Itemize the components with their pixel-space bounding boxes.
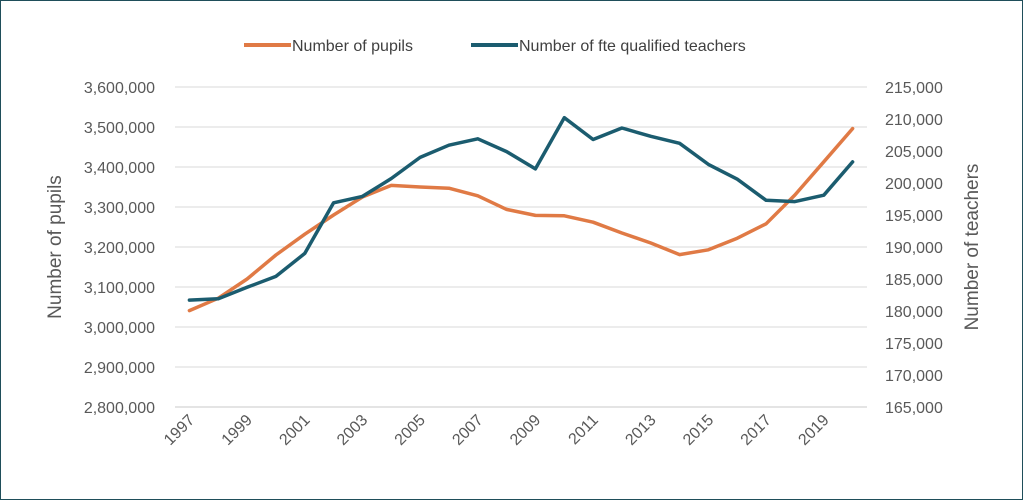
right-tick-label: 185,000 <box>885 272 943 289</box>
legend-label-teachers: Number of fte qualified teachers <box>519 38 746 55</box>
left-tick-label: 3,400,000 <box>84 160 155 177</box>
series-line-teachers <box>187 115 855 302</box>
right-tick-label: 210,000 <box>885 112 943 129</box>
x-tick-label: 2007 <box>449 412 486 449</box>
left-tick-label: 3,600,000 <box>84 80 155 97</box>
series-lines <box>187 115 855 313</box>
left-tick-label: 3,100,000 <box>84 280 155 297</box>
right-tick-label: 180,000 <box>885 304 943 321</box>
right-axis-ticks: 165,000 170,000 175,000 180,000 185,000 190,0… <box>885 80 943 417</box>
legend-label-pupils: Number of pupils <box>292 38 413 55</box>
x-tick-label: 2019 <box>795 412 832 449</box>
right-axis-title: Number of teachers <box>962 164 983 331</box>
x-axis-ticks: 1997 1999 2001 2003 2005 2007 2009 2011 2013 2015… <box>161 412 833 449</box>
legend: Number of pupils Number of fte qualified… <box>244 38 746 55</box>
left-tick-label: 2,900,000 <box>84 360 155 377</box>
right-tick-label: 205,000 <box>885 144 943 161</box>
left-tick-label: 3,500,000 <box>84 120 155 137</box>
right-tick-label: 190,000 <box>885 240 943 257</box>
left-axis-title: Number of pupils <box>45 175 66 319</box>
x-tick-label: 2003 <box>334 412 371 449</box>
left-tick-label: 3,300,000 <box>84 200 155 217</box>
x-tick-label: 2009 <box>507 412 544 449</box>
right-tick-label: 200,000 <box>885 176 943 193</box>
x-tick-label: 2005 <box>392 412 429 449</box>
series-line-pupils <box>187 126 855 313</box>
x-tick-label: 1997 <box>161 412 198 449</box>
left-tick-label: 3,000,000 <box>84 320 155 337</box>
left-tick-label: 3,200,000 <box>84 240 155 257</box>
x-tick-label: 2013 <box>622 412 659 449</box>
x-tick-label: 2015 <box>680 412 717 449</box>
x-tick-label: 2011 <box>566 412 602 448</box>
right-tick-label: 165,000 <box>885 400 943 417</box>
left-axis-ticks: 2,800,000 2,900,000 3,000,000 3,100,000 3,20… <box>84 80 155 417</box>
x-tick-label: 1999 <box>219 412 256 449</box>
x-tick-label: 2017 <box>738 412 775 449</box>
right-tick-label: 170,000 <box>885 368 943 385</box>
left-tick-label: 2,800,000 <box>84 400 155 417</box>
x-tick-label: 2001 <box>276 412 313 449</box>
right-tick-label: 215,000 <box>885 80 943 97</box>
right-tick-label: 195,000 <box>885 208 943 225</box>
gridlines <box>175 86 867 408</box>
right-tick-label: 175,000 <box>885 336 943 353</box>
